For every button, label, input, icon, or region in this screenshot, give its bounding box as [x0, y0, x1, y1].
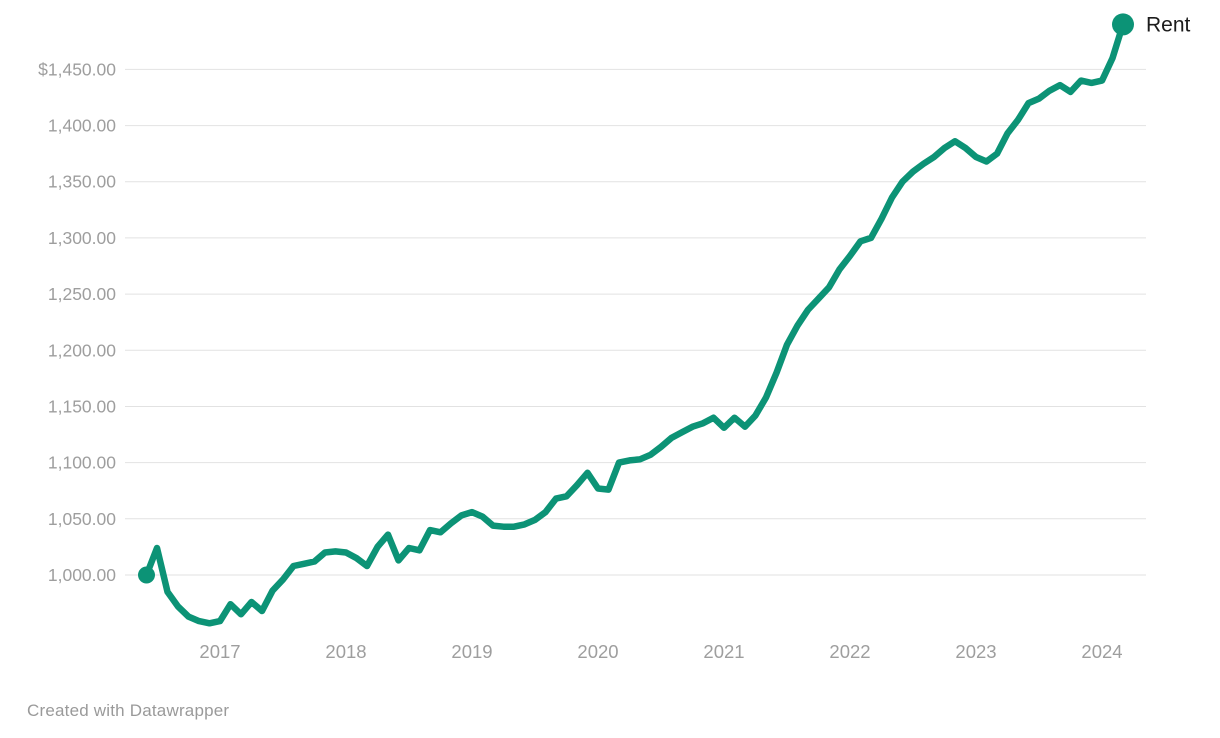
y-tick-label: 1,350.00	[48, 172, 116, 192]
y-tick-label: 1,200.00	[48, 340, 116, 360]
x-tick-label: 2021	[703, 641, 744, 662]
rent-line-chart: $1,450.00 1,400.00 1,350.00 1,300.00 1,250.0…	[38, 13, 1191, 662]
y-tick-label: 1,050.00	[48, 509, 116, 529]
series-end-label: Rent	[1146, 13, 1191, 36]
y-tick-label: 1,000.00	[48, 565, 116, 585]
line-start-point-marker	[138, 566, 155, 584]
y-tick-label: 1,250.00	[48, 284, 116, 304]
x-tick-label: 2018	[325, 641, 366, 662]
y-tick-label: 1,300.00	[48, 228, 116, 248]
line-end-point-marker	[1112, 13, 1134, 36]
datawrapper-attribution: Created with Datawrapper	[27, 701, 230, 720]
y-tick-label: $1,450.00	[38, 59, 116, 79]
x-tick-label: 2024	[1081, 641, 1122, 662]
x-tick-label: 2020	[577, 641, 618, 662]
y-tick-label: 1,400.00	[48, 116, 116, 136]
x-tick-label: 2017	[199, 641, 240, 662]
rent-line	[143, 21, 1127, 627]
x-tick-label: 2019	[451, 641, 492, 662]
x-tick-label: 2022	[829, 641, 870, 662]
x-tick-label: 2023	[955, 641, 996, 662]
y-tick-label: 1,150.00	[48, 397, 116, 417]
y-tick-label: 1,100.00	[48, 453, 116, 473]
